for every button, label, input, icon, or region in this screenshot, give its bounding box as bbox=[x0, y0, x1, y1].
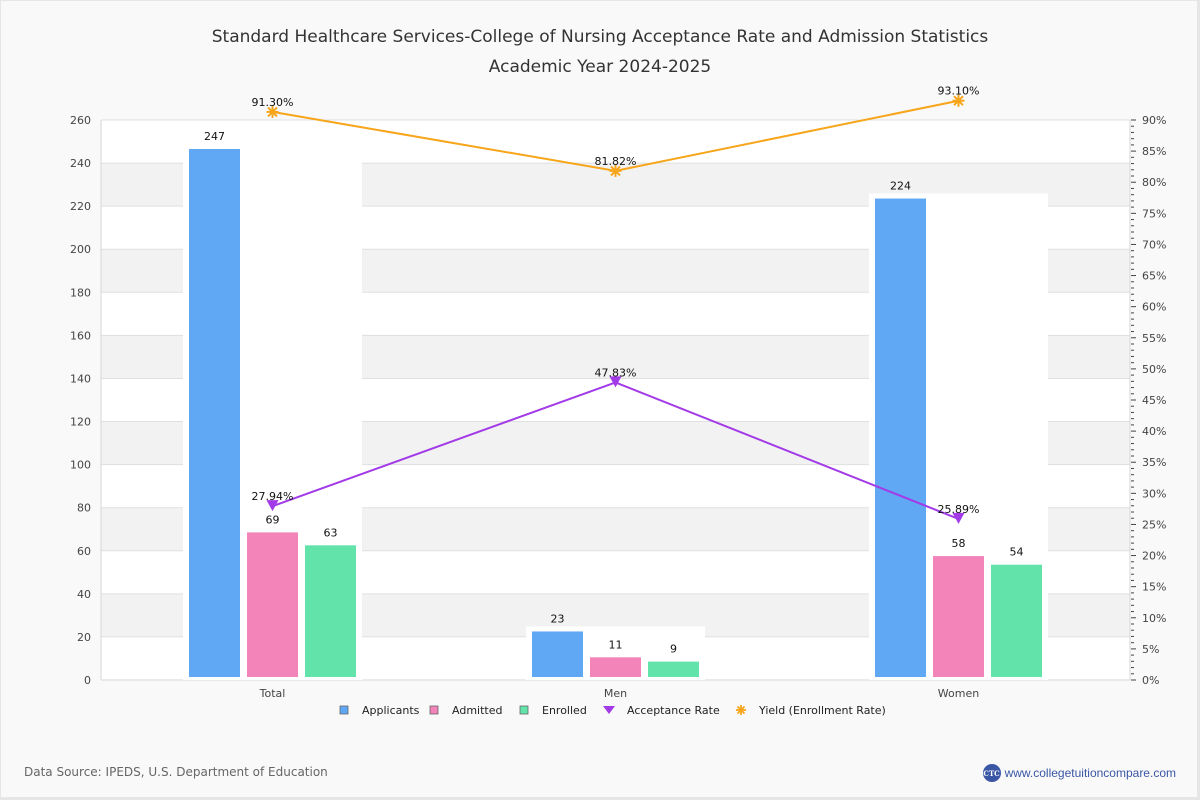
left-tick-label: 20 bbox=[77, 631, 91, 644]
right-tick-label: 50% bbox=[1142, 363, 1166, 376]
bar-value-label: 224 bbox=[890, 180, 911, 193]
legend-label[interactable]: Yield (Enrollment Rate) bbox=[758, 704, 886, 717]
bar-applicants-men bbox=[530, 629, 585, 680]
right-tick-label: 90% bbox=[1142, 114, 1166, 127]
legend-swatch-enrolled bbox=[519, 705, 529, 715]
right-tick-label: 75% bbox=[1142, 207, 1166, 220]
legend-swatch-applicants bbox=[339, 705, 349, 715]
bar-value-label: 54 bbox=[1010, 546, 1024, 559]
bar-enrolled-women bbox=[989, 562, 1044, 680]
bar-enrolled-men bbox=[646, 659, 701, 679]
bar-value-label: 58 bbox=[952, 537, 966, 550]
bar-value-label: 23 bbox=[551, 612, 565, 625]
right-tick-label: 20% bbox=[1142, 550, 1166, 563]
right-tick-label: 65% bbox=[1142, 270, 1166, 283]
left-tick-label: 120 bbox=[70, 416, 91, 429]
line-value-label: 81.82% bbox=[595, 155, 637, 168]
left-tick-label: 220 bbox=[70, 200, 91, 213]
bar-value-label: 69 bbox=[266, 513, 280, 526]
left-tick-label: 0 bbox=[84, 674, 91, 687]
left-tick-label: 60 bbox=[77, 545, 91, 558]
right-tick-label: 25% bbox=[1142, 518, 1166, 531]
right-tick-label: 70% bbox=[1142, 238, 1166, 251]
bar-value-label: 11 bbox=[609, 638, 623, 651]
right-tick-label: 85% bbox=[1142, 145, 1166, 158]
x-tick-label: Men bbox=[604, 687, 627, 700]
right-tick-label: 30% bbox=[1142, 487, 1166, 500]
line-value-label: 91.30% bbox=[252, 96, 294, 109]
chart-subtitle: Academic Year 2024-2025 bbox=[488, 57, 712, 77]
right-tick-label: 10% bbox=[1142, 612, 1166, 625]
data-source: Data Source: IPEDS, U.S. Department of E… bbox=[24, 765, 328, 779]
left-tick-label: 200 bbox=[70, 243, 91, 256]
right-tick-label: 80% bbox=[1142, 176, 1166, 189]
line-value-label: 25.89% bbox=[938, 503, 980, 516]
left-tick-label: 140 bbox=[70, 372, 91, 385]
line-value-label: 93.10% bbox=[938, 85, 980, 98]
bar-applicants-women bbox=[873, 196, 928, 680]
legend-swatch-acceptance-rate bbox=[603, 706, 615, 714]
right-tick-label: 0% bbox=[1142, 674, 1159, 687]
right-tick-label: 35% bbox=[1142, 456, 1166, 469]
left-tick-label: 100 bbox=[70, 459, 91, 472]
acceptance-marker bbox=[266, 500, 279, 512]
bar-admitted-women bbox=[931, 554, 986, 679]
left-tick-label: 180 bbox=[70, 286, 91, 299]
bar-value-label: 63 bbox=[324, 526, 338, 539]
bar-enrolled-total bbox=[303, 543, 358, 679]
right-tick-label: 40% bbox=[1142, 425, 1166, 438]
bar-admitted-total bbox=[245, 530, 300, 680]
right-tick-label: 55% bbox=[1142, 332, 1166, 345]
legend-label[interactable]: Applicants bbox=[362, 704, 420, 717]
bar-value-label: 247 bbox=[204, 130, 225, 143]
legend-label[interactable]: Enrolled bbox=[542, 704, 587, 717]
line-value-label: 47.83% bbox=[595, 366, 637, 379]
line-value-label: 27.94% bbox=[252, 490, 294, 503]
legend-swatch-admitted bbox=[429, 705, 439, 715]
legend-label[interactable]: Admitted bbox=[452, 704, 502, 717]
right-tick-label: 5% bbox=[1142, 643, 1159, 656]
chart-title: Standard Healthcare Services-College of … bbox=[211, 27, 989, 47]
left-tick-label: 260 bbox=[70, 114, 91, 127]
yield-marker bbox=[609, 164, 622, 177]
brand-link[interactable]: CTC www.collegetuitioncompare.com bbox=[982, 764, 1176, 782]
x-tick-label: Total bbox=[259, 687, 286, 700]
legend-label[interactable]: Acceptance Rate bbox=[627, 704, 720, 717]
left-tick-label: 160 bbox=[70, 329, 91, 342]
legend-swatch-yield bbox=[736, 705, 746, 715]
yield-marker bbox=[952, 94, 965, 107]
brand-url[interactable]: www.collegetuitioncompare.com bbox=[1004, 766, 1176, 780]
bar-applicants-total bbox=[187, 147, 242, 679]
bar-value-label: 9 bbox=[670, 643, 677, 656]
right-tick-label: 60% bbox=[1142, 301, 1166, 314]
left-tick-label: 240 bbox=[70, 157, 91, 170]
bar-admitted-men bbox=[588, 655, 643, 679]
x-tick-label: Women bbox=[938, 687, 979, 700]
acceptance-marker bbox=[952, 512, 965, 524]
right-tick-label: 15% bbox=[1142, 581, 1166, 594]
acceptance-marker bbox=[609, 376, 622, 388]
right-tick-label: 45% bbox=[1142, 394, 1166, 407]
yield-marker bbox=[266, 105, 279, 118]
left-tick-label: 80 bbox=[77, 502, 91, 515]
left-tick-label: 40 bbox=[77, 588, 91, 601]
ctc-logo-icon: CTC bbox=[982, 764, 1001, 782]
